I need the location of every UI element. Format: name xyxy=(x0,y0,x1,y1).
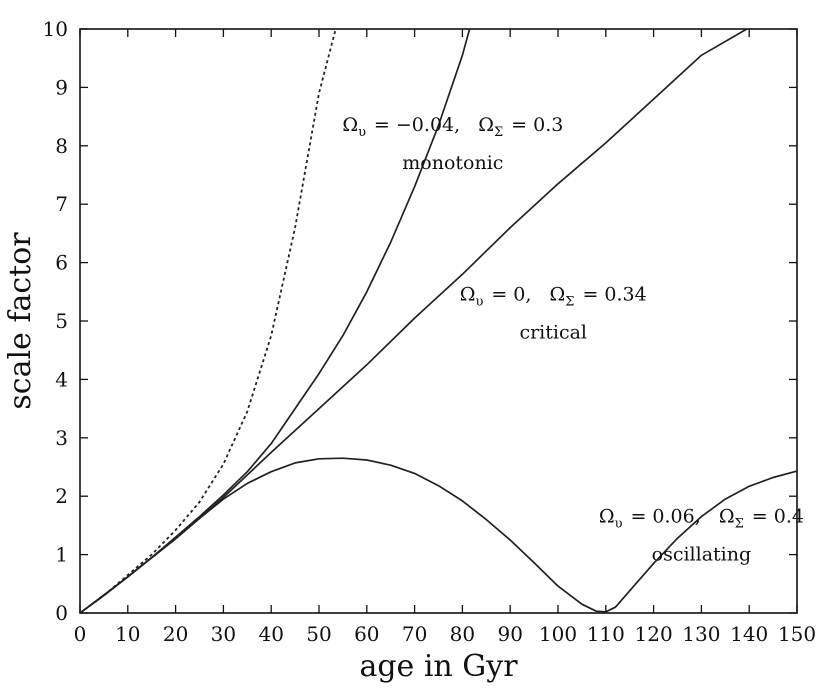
curve-1 xyxy=(79,28,337,614)
annotation-label-1: monotonic xyxy=(402,152,503,174)
x-axis-title: age in Gyr xyxy=(359,649,518,684)
annotation-label-2: critical xyxy=(519,322,587,344)
annotation-params-2: Ωυ = 0, ΩΣ = 0.34 xyxy=(460,284,647,310)
y-tick-label: 3 xyxy=(55,426,68,450)
x-tick-label: 30 xyxy=(211,622,236,646)
x-tick-label: 10 xyxy=(115,622,140,646)
x-tick-label: 140 xyxy=(730,622,768,646)
y-tick-label: 5 xyxy=(55,309,68,333)
x-tick-label: 80 xyxy=(450,622,475,646)
x-tick-label: 120 xyxy=(635,622,673,646)
x-tick-label: 70 xyxy=(402,622,427,646)
x-tick-label: 60 xyxy=(354,622,379,646)
y-tick-label: 6 xyxy=(55,251,68,275)
y-tick-label: 9 xyxy=(55,75,68,99)
y-tick-label: 10 xyxy=(43,17,68,41)
x-tick-label: 150 xyxy=(778,622,816,646)
y-tick-label: 2 xyxy=(55,484,68,508)
y-tick-labels: 0 1 2 3 4 5 6 7 8 9 10 xyxy=(43,17,68,625)
y-tick-label: 7 xyxy=(55,192,68,216)
y-tick-label: 1 xyxy=(55,543,68,567)
y-tick-label: 0 xyxy=(55,601,68,625)
x-tick-label: 50 xyxy=(306,622,331,646)
axis-ticks xyxy=(79,28,798,614)
x-tick-label: 0 xyxy=(74,622,87,646)
x-tick-label: 110 xyxy=(587,622,625,646)
y-tick-label: 4 xyxy=(55,367,68,391)
x-tick-label: 90 xyxy=(497,622,522,646)
annotations: Ωυ = −0.04, ΩΣ = 0.3 monotonic Ωυ = 0, ΩΣ … xyxy=(342,114,804,565)
x-tick-label: 40 xyxy=(258,622,283,646)
curve-4 xyxy=(79,457,798,614)
annotation-label-3: oscillating xyxy=(652,543,752,565)
x-tick-labels: 0 10 20 30 40 50 60 70 80 90 100 110 120 130 140 150 xyxy=(74,622,816,646)
curves xyxy=(79,28,798,614)
x-tick-label: 20 xyxy=(163,622,188,646)
x-tick-label: 100 xyxy=(539,622,577,646)
annotation-params-3: Ωυ = 0.06, ΩΣ = 0.4 xyxy=(599,505,804,531)
x-tick-label: 130 xyxy=(682,622,720,646)
y-tick-label: 8 xyxy=(55,134,68,158)
annotation-params-1: Ωυ = −0.04, ΩΣ = 0.3 xyxy=(342,114,563,140)
y-axis-title: scale factor xyxy=(3,232,38,410)
